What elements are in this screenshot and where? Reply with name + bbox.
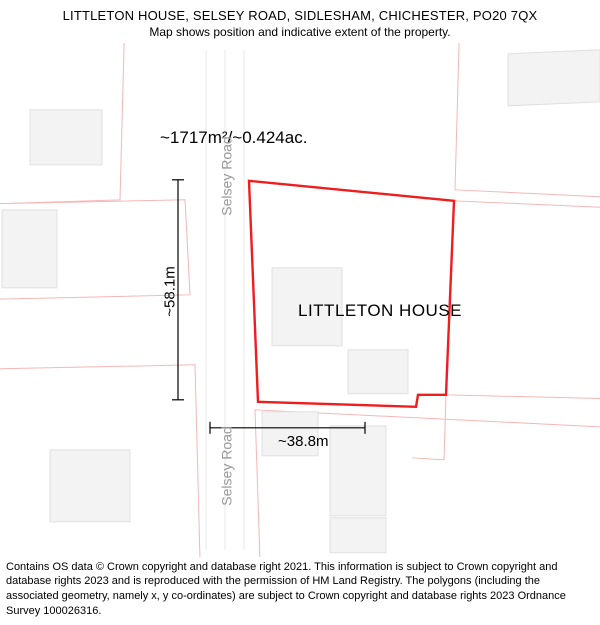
road-label-upper: Selsey Road (219, 136, 235, 215)
dimension-vertical-label: ~58.1m (162, 266, 179, 316)
page-subtitle: Map shows position and indicative extent… (10, 25, 590, 39)
map-svg (0, 43, 600, 557)
header: LITTLETON HOUSE, SELSEY ROAD, SIDLESHAM,… (0, 0, 600, 43)
dimension-horizontal-label: ~38.8m (278, 433, 328, 450)
copyright-footer: Contains OS data © Crown copyright and d… (0, 557, 600, 625)
page-title: LITTLETON HOUSE, SELSEY ROAD, SIDLESHAM,… (10, 8, 590, 23)
map-area: ~1717m²/~0.424ac. LITTLETON HOUSE ~58.1m… (0, 43, 600, 557)
property-name-label: LITTLETON HOUSE (298, 301, 462, 321)
road-label-lower: Selsey Road (219, 426, 235, 505)
